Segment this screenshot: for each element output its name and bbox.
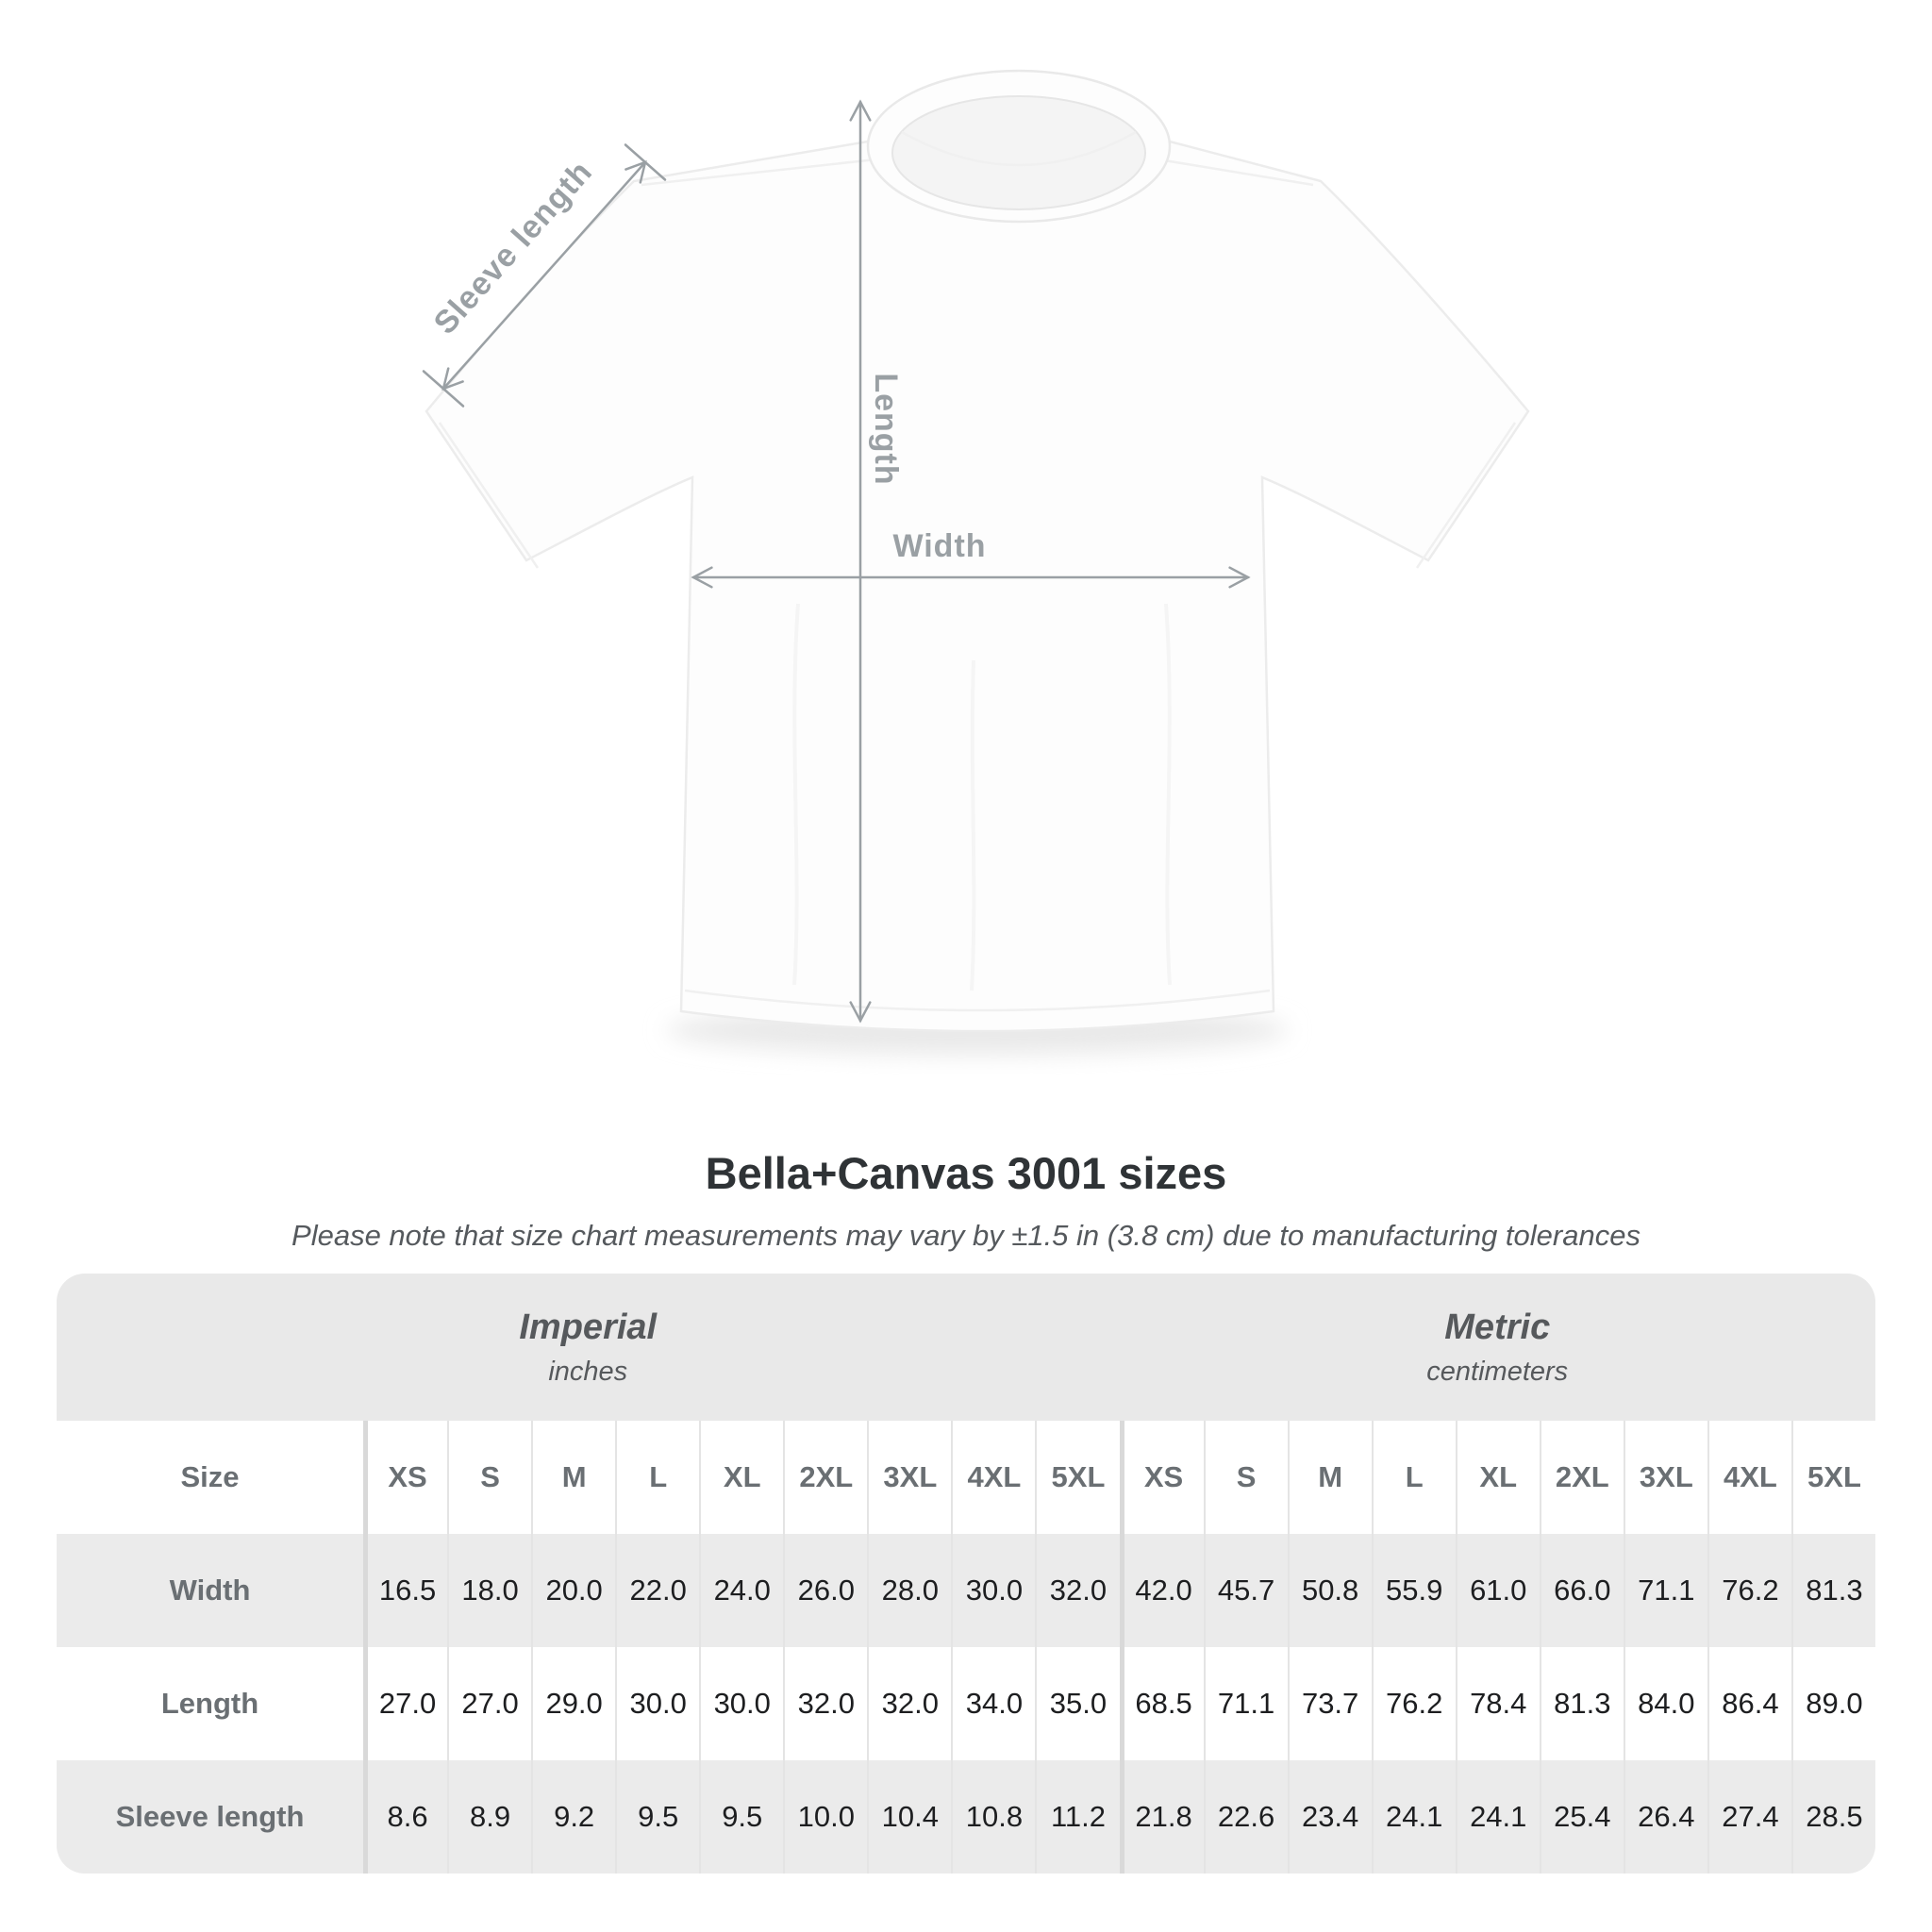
measurement-value-cell: 76.2 bbox=[1371, 1647, 1456, 1760]
measurement-value-cell: 24.0 bbox=[699, 1534, 783, 1647]
measurement-value-cell: 10.4 bbox=[867, 1760, 951, 1874]
measurement-value-cell: 21.8 bbox=[1119, 1760, 1204, 1874]
size-column-header: S bbox=[447, 1421, 531, 1534]
measurement-value-cell: 78.4 bbox=[1455, 1647, 1540, 1760]
measurement-value-cell: 22.6 bbox=[1203, 1760, 1288, 1874]
measurement-value-cell: 9.2 bbox=[531, 1760, 615, 1874]
measurement-value-cell: 22.0 bbox=[615, 1534, 699, 1647]
size-column-header: 5XL bbox=[1790, 1421, 1875, 1534]
measurement-value-cell: 18.0 bbox=[447, 1534, 531, 1647]
size-column-header: 2XL bbox=[1539, 1421, 1624, 1534]
size-column-header: 2XL bbox=[783, 1421, 867, 1534]
size-column-header: L bbox=[1371, 1421, 1456, 1534]
measurement-value-cell: 68.5 bbox=[1119, 1647, 1204, 1760]
measurement-value-cell: 25.4 bbox=[1539, 1760, 1624, 1874]
measurement-value-cell: 11.2 bbox=[1035, 1760, 1119, 1874]
size-column-header: XS bbox=[363, 1421, 447, 1534]
measurement-value-cell: 76.2 bbox=[1707, 1534, 1791, 1647]
tolerance-note: Please note that size chart measurements… bbox=[291, 1219, 1641, 1252]
measurement-value-cell: 32.0 bbox=[1035, 1534, 1119, 1647]
measurement-value-cell: 28.5 bbox=[1790, 1760, 1875, 1874]
page-title: Bella+Canvas 3001 sizes bbox=[705, 1148, 1227, 1198]
measurement-value-cell: 71.1 bbox=[1623, 1534, 1707, 1647]
size-table: Imperial inches Metric centimeters Size X… bbox=[57, 1274, 1875, 1874]
tshirt-measurement-diagram: Length Width Sleeve length bbox=[422, 69, 1530, 1055]
measurement-value-cell: 29.0 bbox=[531, 1647, 615, 1760]
size-column-header: XL bbox=[1455, 1421, 1540, 1534]
measurement-value-cell: 26.4 bbox=[1623, 1760, 1707, 1874]
measurement-value-cell: 73.7 bbox=[1287, 1647, 1372, 1760]
measurement-value-cell: 28.0 bbox=[867, 1534, 951, 1647]
length-dimension-arrow: Length bbox=[849, 99, 904, 1024]
size-column-header: 4XL bbox=[951, 1421, 1035, 1534]
size-column-header: 5XL bbox=[1035, 1421, 1119, 1534]
measurement-row-label: Sleeve length bbox=[115, 1800, 305, 1833]
width-row: Width 16.5 18.0 20.0 22.0 24.0 26.0 28.0 30.0 32.… bbox=[57, 1534, 1875, 1647]
sleeve-length-row: Sleeve length 8.6 8.9 9.2 9.5 9.5 10.0 10.4 10.8… bbox=[57, 1760, 1875, 1874]
measurement-value-cell: 81.3 bbox=[1790, 1534, 1875, 1647]
measurement-value-cell: 30.0 bbox=[699, 1647, 783, 1760]
width-label: Width bbox=[892, 528, 986, 564]
size-column-header: 4XL bbox=[1707, 1421, 1791, 1534]
measurement-value-cell: 35.0 bbox=[1035, 1647, 1119, 1760]
measurement-value-cell: 9.5 bbox=[699, 1760, 783, 1874]
measurement-value-cell: 9.5 bbox=[615, 1760, 699, 1874]
measurement-value-cell: 27.4 bbox=[1707, 1760, 1791, 1874]
size-column-header: L bbox=[615, 1421, 699, 1534]
size-column-header: XS bbox=[1119, 1421, 1204, 1534]
length-label: Length bbox=[868, 373, 904, 485]
measurement-value-cell: 27.0 bbox=[447, 1647, 531, 1760]
measurement-value-cell: 71.1 bbox=[1203, 1647, 1288, 1760]
measurement-value-cell: 26.0 bbox=[783, 1534, 867, 1647]
measurement-value-cell: 20.0 bbox=[531, 1534, 615, 1647]
measurement-value-cell: 8.9 bbox=[447, 1760, 531, 1874]
measurement-value-cell: 50.8 bbox=[1287, 1534, 1372, 1647]
measurement-value-cell: 32.0 bbox=[867, 1647, 951, 1760]
measurement-value-cell: 16.5 bbox=[363, 1534, 447, 1647]
measurement-row-label: Length bbox=[160, 1687, 259, 1720]
size-column-header: 3XL bbox=[1623, 1421, 1707, 1534]
measurement-value-cell: 24.1 bbox=[1371, 1760, 1456, 1874]
measurement-value-cell: 10.0 bbox=[783, 1760, 867, 1874]
measurement-value-cell: 32.0 bbox=[783, 1647, 867, 1760]
metric-group-title: Metric bbox=[1444, 1307, 1551, 1347]
size-column-header: 3XL bbox=[867, 1421, 951, 1534]
imperial-group-title: Imperial bbox=[519, 1307, 658, 1347]
measurement-value-cell: 27.0 bbox=[363, 1647, 447, 1760]
size-corner-label: Size bbox=[180, 1460, 240, 1493]
measurement-value-cell: 30.0 bbox=[951, 1534, 1035, 1647]
measurement-value-cell: 23.4 bbox=[1287, 1760, 1372, 1874]
measurement-value-cell: 61.0 bbox=[1455, 1534, 1540, 1647]
size-column-header: XL bbox=[699, 1421, 783, 1534]
measurement-value-cell: 42.0 bbox=[1119, 1534, 1204, 1647]
imperial-group-unit: inches bbox=[548, 1356, 628, 1387]
measurement-row-label: Width bbox=[169, 1574, 251, 1607]
tshirt-illustration bbox=[425, 69, 1530, 1033]
length-row: Length 27.0 27.0 29.0 30.0 30.0 32.0 32.0 34.0 35… bbox=[57, 1647, 1875, 1760]
metric-group-unit: centimeters bbox=[1426, 1356, 1569, 1387]
measurement-value-cell: 8.6 bbox=[363, 1760, 447, 1874]
measurement-value-cell: 24.1 bbox=[1455, 1760, 1540, 1874]
width-dimension-arrow: Width bbox=[691, 528, 1251, 589]
measurement-value-cell: 86.4 bbox=[1707, 1647, 1791, 1760]
measurement-value-cell: 34.0 bbox=[951, 1647, 1035, 1760]
measurement-value-cell: 55.9 bbox=[1371, 1534, 1456, 1647]
metric-group-header: Metric centimeters bbox=[1120, 1274, 1876, 1421]
size-column-header: M bbox=[1287, 1421, 1372, 1534]
unit-group-band: Imperial inches Metric centimeters bbox=[57, 1274, 1875, 1421]
measurement-value-cell: 45.7 bbox=[1203, 1534, 1288, 1647]
measurement-value-cell: 89.0 bbox=[1790, 1647, 1875, 1760]
size-column-header: M bbox=[531, 1421, 615, 1534]
measurement-value-cell: 10.8 bbox=[951, 1760, 1035, 1874]
imperial-group-header: Imperial inches bbox=[57, 1274, 1120, 1421]
size-column-header: S bbox=[1203, 1421, 1288, 1534]
measurement-value-cell: 66.0 bbox=[1539, 1534, 1624, 1647]
measurement-value-cell: 30.0 bbox=[615, 1647, 699, 1760]
collar-opening bbox=[891, 95, 1146, 210]
size-header-row: Size XS S M L XL 2XL 3XL 4XL 5XL XS S M L XL 2XL 3XL 4XL 5… bbox=[57, 1421, 1875, 1534]
measurement-value-cell: 81.3 bbox=[1539, 1647, 1624, 1760]
measurement-value-cell: 84.0 bbox=[1623, 1647, 1707, 1760]
